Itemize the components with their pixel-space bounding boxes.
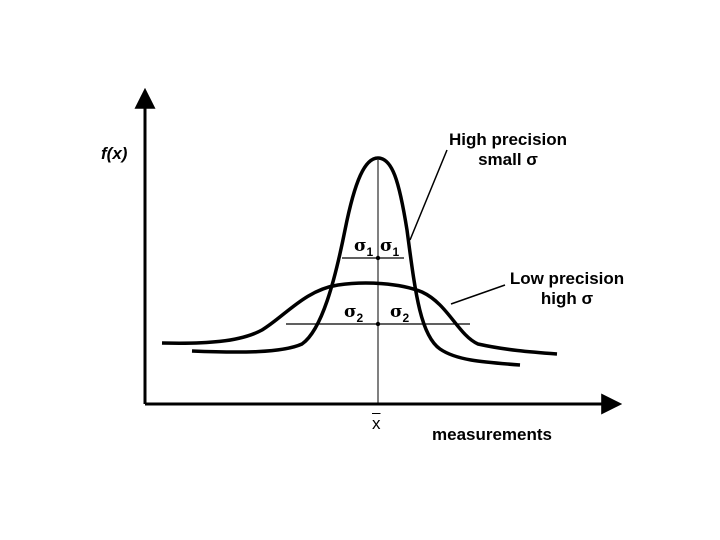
- mean-label: x: [372, 414, 381, 434]
- sigma-symbol: σ: [354, 236, 367, 256]
- mean-x-bar: x: [372, 414, 381, 433]
- sigma-subscript: 1: [366, 245, 374, 259]
- y-axis-label: f(x): [101, 144, 128, 163]
- low-precision-label-line2: high σ: [540, 289, 594, 308]
- x-axis-label: measurements: [432, 425, 553, 444]
- high-precision-pointer: [409, 149, 448, 241]
- sigma-subscript: 2: [402, 311, 410, 325]
- high-precision-label: High precision small σ: [438, 130, 578, 170]
- sigma-symbol: σ: [380, 236, 393, 256]
- low-precision-pointer: [450, 284, 506, 305]
- sigma2-center-dot: [375, 321, 381, 327]
- sigma1-right-label: σ1: [380, 236, 400, 259]
- low-precision-curve: [161, 281, 558, 356]
- sigma1-left-label: σ1: [354, 236, 374, 259]
- sigma-subscript: 1: [392, 245, 400, 259]
- high-precision-label-line2: small σ: [478, 150, 538, 169]
- sigma-subscript: 2: [356, 311, 364, 325]
- sigma-symbol: σ: [390, 302, 403, 322]
- sigma-symbol: σ: [344, 302, 357, 322]
- sigma2-right-label: σ2: [390, 302, 410, 325]
- low-precision-label: Low precision high σ: [498, 269, 636, 309]
- sigma2-left-label: σ2: [344, 302, 364, 325]
- low-precision-label-line1: Low precision: [509, 269, 625, 288]
- sigma1-center-dot: [375, 255, 381, 261]
- high-precision-label-line1: High precision: [448, 130, 568, 149]
- high-precision-curve: [191, 156, 521, 367]
